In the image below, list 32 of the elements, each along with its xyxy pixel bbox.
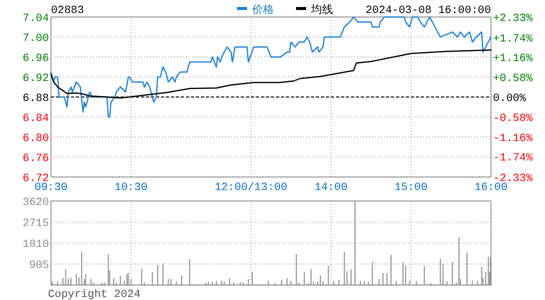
y-tick-label: 6.88 [22, 93, 49, 105]
y2-tick-label: +1.16% [493, 53, 534, 66]
y-tick-label: 6.92 [22, 73, 49, 85]
y-tick-label: 6.80 [22, 133, 49, 145]
y-tick-label: 1810 [22, 239, 49, 251]
y2-tick-label: +0.58% [493, 73, 534, 86]
x-tick-label: 15:00 [394, 182, 428, 194]
y2-tick-label: +2.33% [493, 13, 534, 25]
y-tick-label: 3620 [22, 197, 49, 209]
y2-tick-label: +1.74% [493, 33, 534, 46]
y-tick-label: 7.04 [22, 13, 50, 25]
y-tick-label: 2715 [22, 218, 49, 230]
y2-tick-label: 0.00% [493, 93, 526, 105]
y-tick-label: 6.84 [22, 113, 50, 125]
legend-label: 价格 [251, 4, 274, 17]
x-tick-label: 09:30 [34, 182, 68, 194]
y-tick-label: 905 [29, 260, 49, 272]
legend-label: 均线 [310, 3, 333, 17]
y2-tick-label: -1.16% [493, 132, 534, 145]
x-tick-label: 12:00/13:00 [214, 182, 288, 194]
y-tick-label: 6.76 [22, 153, 49, 165]
y-tick-label: 6.96 [22, 53, 49, 65]
x-tick-label: 14:00 [314, 182, 348, 194]
chart-subtitle: 2024-03-08 16:00:00 [366, 5, 491, 17]
text: Copyright 2024 [48, 289, 141, 300]
chart-title: 02883 [51, 5, 84, 17]
y2-tick-label: -1.74% [493, 152, 534, 165]
line-series [50, 49, 492, 99]
x-tick-label: 10:30 [114, 182, 148, 194]
x-tick-label: 16:00 [474, 182, 508, 194]
y-tick-label: 7.00 [22, 33, 49, 45]
y2-tick-label: -0.58% [493, 112, 534, 125]
